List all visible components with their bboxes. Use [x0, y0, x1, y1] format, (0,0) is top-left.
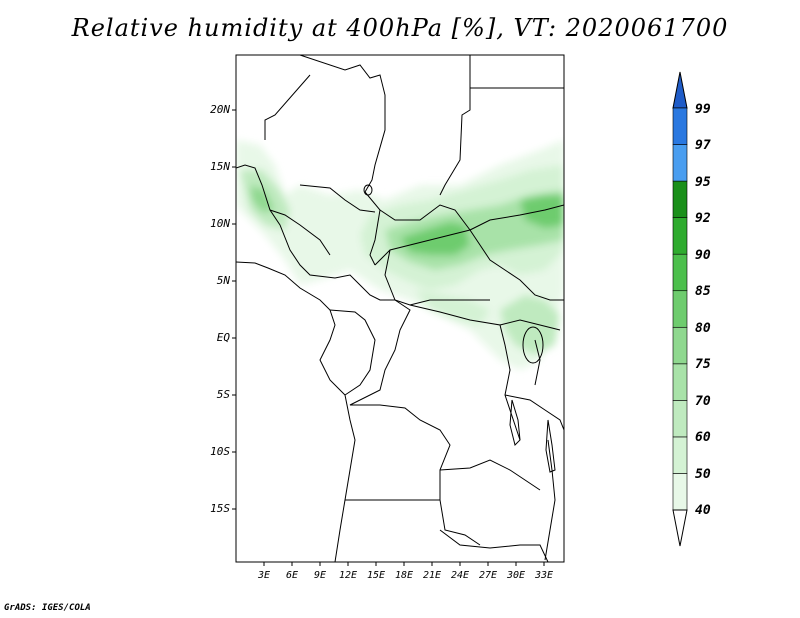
colorbar-label: 50	[695, 467, 711, 482]
humidity-shading	[236, 140, 564, 370]
lat-tick-label: EQ	[217, 331, 231, 344]
colorbar-label: 40	[695, 503, 711, 518]
lon-tick-label: 30E	[506, 570, 525, 581]
colorbar-segment	[672, 363, 688, 401]
lat-tick-label: 10N	[210, 217, 230, 230]
colorbar-label: 70	[695, 394, 711, 409]
colorbar-label: 90	[695, 248, 711, 263]
lakes	[363, 184, 556, 473]
lat-tick-label: 20N	[210, 103, 230, 116]
colorbar-label: 97	[695, 138, 711, 153]
lat-tick-label: 5S	[217, 388, 231, 401]
colorbar-label: 80	[695, 321, 711, 336]
lon-tick-label: 27E	[479, 570, 497, 581]
lon-tick-label: 15E	[367, 570, 385, 581]
lon-tick-label: 9E	[314, 570, 326, 581]
lon-tick-label: 12E	[339, 570, 357, 581]
colorbar-segment	[672, 180, 688, 218]
colorbar: 99 97 95 92 90 85 80 75 70 60 50 40	[672, 71, 711, 547]
lon-tick-label: 3E	[257, 570, 270, 581]
lat-tick-label: 15N	[210, 160, 230, 173]
colorbar-top-triangle	[672, 71, 688, 109]
colorbar-segment	[672, 144, 688, 182]
colorbar-label: 60	[695, 430, 711, 445]
colorbar-segment	[672, 107, 688, 145]
colorbar-label: 92	[695, 211, 711, 226]
colorbar-labels: 99 97 95 92 90 85 80 75 70 60 50 40	[695, 102, 711, 518]
lon-tick-label: 18E	[395, 570, 413, 581]
lat-tick-label: 15S	[210, 502, 230, 515]
country-borders	[236, 55, 564, 562]
lat-tick-label: 10S	[210, 445, 230, 458]
colorbar-segment	[672, 290, 688, 328]
colorbar-label: 95	[695, 175, 711, 190]
colorbar-label: 85	[695, 284, 711, 299]
colorbar-segment	[672, 217, 688, 255]
colorbar-segment	[672, 473, 688, 511]
colorbar-segment	[672, 253, 688, 292]
colorbar-segment	[672, 326, 688, 365]
colorbar-bottom-triangle	[672, 509, 688, 547]
map-title: Relative humidity at 400hPa [%], VT: 202…	[71, 14, 729, 42]
map-frame	[235, 54, 565, 563]
lon-tick-label: 6E	[286, 570, 298, 581]
lon-tick-label: 33E	[534, 570, 553, 581]
colorbar-label: 75	[695, 357, 711, 372]
colorbar-label: 99	[695, 102, 711, 117]
colorbar-segment	[672, 436, 688, 474]
lon-tick-label: 24E	[451, 570, 469, 581]
lat-tick-label: 5N	[217, 274, 231, 287]
colorbar-segments	[672, 107, 688, 511]
lon-tick-label: 21E	[423, 570, 441, 581]
credit-text: GrADS: IGES/COLA	[4, 603, 91, 613]
lat-axis: 20N 15N 10N 5N EQ 5S 10S 15S	[210, 103, 236, 515]
colorbar-segment	[672, 400, 688, 438]
lon-axis: 3E 6E 9E 12E 15E 18E 21E 24E 27E 30E 33E	[257, 562, 553, 581]
